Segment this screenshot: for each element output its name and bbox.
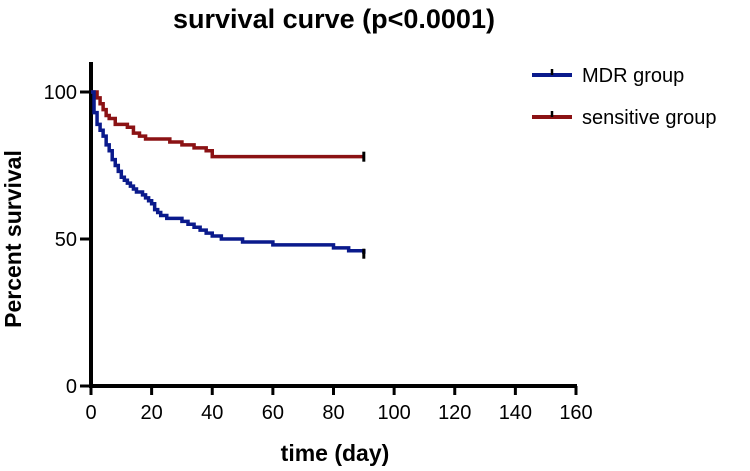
x-tick-label: 80 (322, 402, 344, 424)
x-tick-label: 160 (559, 402, 592, 424)
legend-label-sensitive: sensitive group (582, 107, 717, 129)
x-tick-label: 60 (262, 402, 284, 424)
x-tick-label: 100 (377, 402, 410, 424)
legend: MDR group sensitive group (532, 65, 717, 129)
y-axis-title: Percent survival (0, 150, 26, 328)
legend-item-mdr: MDR group (532, 65, 684, 87)
series-group (91, 90, 366, 259)
x-tick-label: 140 (499, 402, 532, 424)
series-line-1 (91, 90, 364, 159)
y-tick-label: 50 (55, 229, 77, 251)
x-tick-label: 40 (201, 402, 223, 424)
x-axis-title: time (day) (281, 440, 390, 466)
x-tick-label: 120 (438, 402, 471, 424)
series-line-0 (91, 90, 366, 254)
y-tick-label: 0 (66, 376, 77, 398)
axes: 0 20 40 60 80 100 120 140 160 0 50 100 (44, 62, 593, 424)
legend-item-sensitive: sensitive group (532, 107, 717, 129)
x-tick-label: 20 (141, 402, 163, 424)
chart-title: survival curve (p<0.0001) (173, 4, 495, 34)
x-tick-label: 0 (85, 402, 96, 424)
legend-label-mdr: MDR group (582, 65, 684, 87)
y-tick-label: 100 (44, 82, 77, 104)
